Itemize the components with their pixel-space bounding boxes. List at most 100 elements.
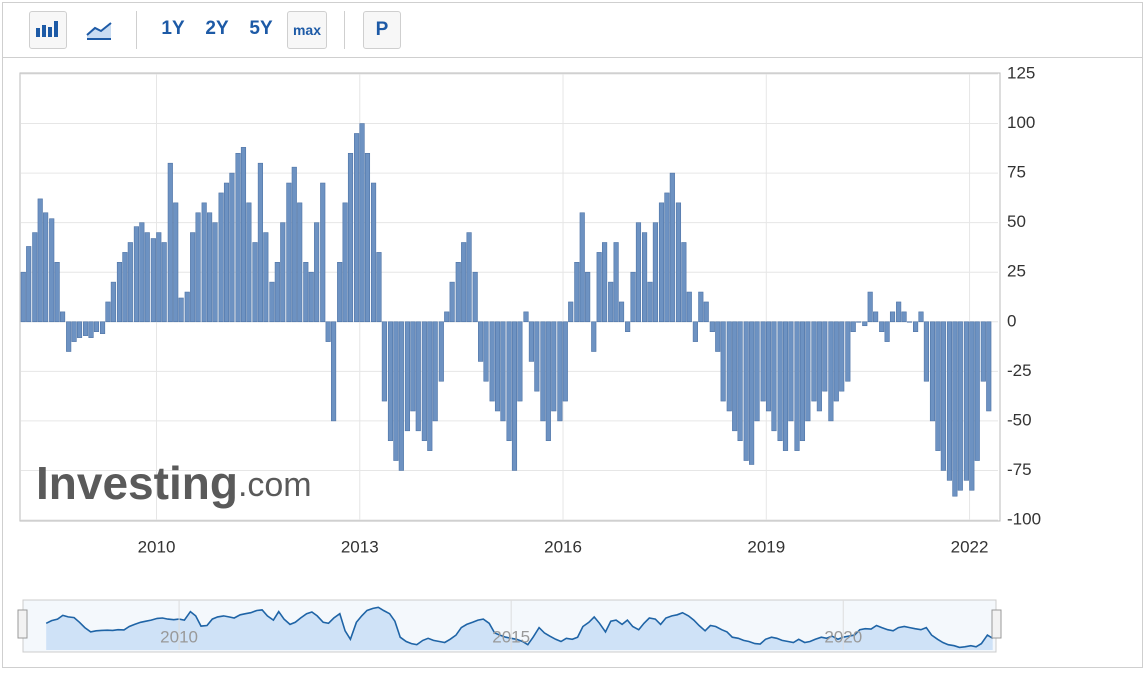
- range-button[interactable]: 2Y: [205, 18, 229, 39]
- bar: [862, 321, 868, 327]
- bar: [913, 321, 919, 332]
- bar: [754, 321, 760, 422]
- bar: [274, 262, 280, 323]
- bar: [980, 321, 986, 382]
- separator: [344, 11, 345, 49]
- x-tick-label: 2010: [138, 537, 176, 556]
- bar: [427, 321, 433, 451]
- bar: [765, 321, 772, 412]
- bar: [478, 321, 484, 362]
- bar: [381, 321, 387, 402]
- bar: [737, 321, 743, 442]
- bar: [150, 238, 156, 323]
- bar: [596, 252, 602, 323]
- bar: [528, 321, 534, 362]
- bar: [652, 222, 658, 323]
- bar: [376, 252, 382, 323]
- bar: [732, 321, 738, 432]
- bar: [647, 281, 653, 323]
- bar: [308, 271, 314, 323]
- bar: [354, 133, 360, 323]
- y-tick-label: -75: [1007, 460, 1032, 479]
- navigator-tick-label: 2010: [160, 627, 198, 646]
- bar: [602, 242, 608, 323]
- bar: [190, 232, 196, 323]
- bar: [76, 321, 83, 338]
- bar: [618, 301, 625, 323]
- bar: [568, 301, 574, 323]
- bar: [969, 321, 975, 491]
- bar: [517, 321, 523, 402]
- bar: [675, 202, 682, 323]
- bar: [641, 232, 648, 323]
- y-tick-label: 125: [1007, 63, 1035, 82]
- navigator-handle[interactable]: [991, 609, 1002, 639]
- bar: [562, 321, 568, 402]
- bar-icon: [36, 21, 58, 37]
- bar: [901, 311, 907, 323]
- bar: [749, 321, 755, 465]
- x-tick-label: 2013: [341, 537, 379, 556]
- bar: [709, 321, 715, 332]
- bar: [613, 242, 619, 323]
- bar: [410, 321, 416, 412]
- bar: [127, 242, 133, 323]
- separator: [136, 11, 137, 49]
- bar: [99, 321, 106, 334]
- x-tick-label: 2019: [747, 537, 785, 556]
- watermark-suffix: .com: [238, 466, 312, 504]
- bar: [850, 321, 856, 332]
- bar: [387, 321, 394, 442]
- bar: [805, 321, 811, 422]
- bar-chart-button[interactable]: [29, 11, 67, 49]
- bar: [280, 222, 286, 323]
- bar: [342, 202, 348, 323]
- bar: [608, 281, 614, 323]
- bar: [591, 321, 597, 352]
- bar: [574, 262, 580, 323]
- bar: [664, 192, 670, 323]
- bar: [523, 311, 529, 323]
- bar: [799, 321, 806, 442]
- bar: [986, 321, 992, 412]
- range-button[interactable]: 1Y: [161, 18, 185, 39]
- line-icon: [86, 22, 112, 40]
- bar: [839, 321, 845, 392]
- bar: [788, 321, 794, 422]
- bar: [37, 198, 43, 323]
- bar: [884, 321, 890, 342]
- bar: [873, 311, 879, 323]
- x-tick-label: 2022: [951, 537, 989, 556]
- bar: [93, 321, 100, 332]
- bar: [461, 242, 467, 323]
- bar: [845, 321, 851, 382]
- bar: [398, 321, 404, 471]
- line-chart-button[interactable]: [81, 11, 117, 47]
- bar: [83, 321, 89, 336]
- bar: [557, 321, 563, 422]
- bar: [359, 123, 365, 323]
- bar: [207, 212, 213, 323]
- bar: [415, 321, 421, 432]
- bar: [32, 232, 38, 323]
- bar: [320, 182, 326, 323]
- p-button[interactable]: P: [363, 11, 401, 49]
- bar: [579, 212, 585, 323]
- range-button[interactable]: 5Y: [249, 18, 273, 39]
- bar: [105, 301, 111, 323]
- bar: [833, 321, 839, 402]
- bar: [483, 321, 489, 382]
- bar: [686, 291, 692, 323]
- bar: [370, 182, 377, 323]
- range-button[interactable]: max: [287, 11, 327, 49]
- y-tick-label: 75: [1007, 163, 1026, 182]
- bar: [432, 321, 438, 422]
- bar: [235, 152, 241, 323]
- bar: [110, 281, 116, 323]
- bar: [201, 202, 207, 323]
- plot-area: [19, 72, 1001, 522]
- bar: [889, 311, 896, 323]
- bar: [116, 262, 123, 323]
- bar: [229, 172, 235, 323]
- navigator-handle[interactable]: [17, 609, 28, 639]
